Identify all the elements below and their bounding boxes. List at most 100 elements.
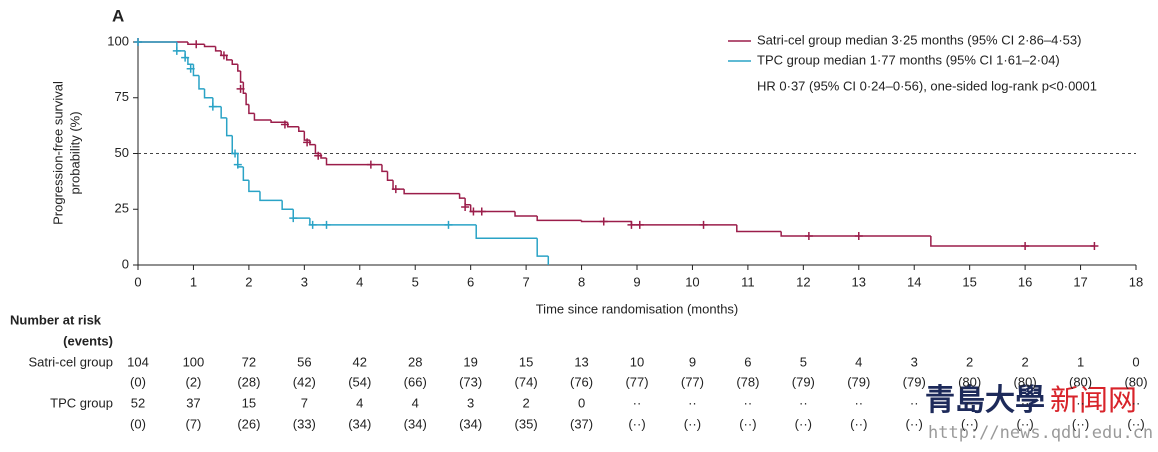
event-count: (··) bbox=[795, 416, 812, 431]
survival-step bbox=[536, 215, 582, 222]
risk-row-label: TPC group bbox=[50, 395, 113, 410]
survival-step bbox=[198, 75, 205, 90]
annotation: HR 0·37 (95% CI 0·24–0·56), one-sided lo… bbox=[757, 78, 1097, 93]
survival-step bbox=[458, 193, 466, 199]
survival-step bbox=[245, 93, 249, 106]
at-risk-count: 4 bbox=[855, 354, 862, 369]
event-count: (80) bbox=[958, 374, 981, 389]
at-risk-count: ·· bbox=[910, 395, 919, 410]
event-count: (54) bbox=[348, 374, 371, 389]
at-risk-count: 4 bbox=[356, 395, 363, 410]
event-count: (77) bbox=[625, 374, 648, 389]
event-count: (34) bbox=[348, 416, 371, 431]
x-tick-label: 10 bbox=[685, 274, 699, 289]
y-tick-label: 75 bbox=[115, 89, 129, 104]
at-risk-count: 19 bbox=[463, 354, 477, 369]
survival-step bbox=[203, 88, 213, 99]
censor-mark bbox=[804, 232, 813, 241]
censor-mark bbox=[699, 220, 708, 229]
at-risk-count: ·· bbox=[744, 395, 753, 410]
event-count: (··) bbox=[628, 416, 645, 431]
at-risk-count: 0 bbox=[1132, 354, 1139, 369]
at-risk-count: 28 bbox=[408, 354, 422, 369]
survival-step bbox=[286, 122, 299, 128]
at-risk-count: 42 bbox=[353, 354, 367, 369]
survival-step bbox=[386, 171, 394, 182]
censor-mark bbox=[236, 84, 245, 93]
at-risk-count: 52 bbox=[131, 395, 145, 410]
censor-mark bbox=[366, 160, 375, 169]
survival-step bbox=[392, 180, 405, 190]
watermark-name: 新闻网 bbox=[1050, 383, 1137, 417]
survival-step bbox=[281, 200, 294, 210]
at-risk-count: 72 bbox=[242, 354, 256, 369]
censor-mark bbox=[181, 53, 190, 62]
event-count: (0) bbox=[130, 416, 146, 431]
censor-mark bbox=[599, 217, 608, 226]
at-risk-count: 100 bbox=[183, 354, 205, 369]
x-tick-label: 13 bbox=[852, 274, 866, 289]
x-tick-label: 0 bbox=[134, 274, 141, 289]
censor-mark bbox=[289, 214, 298, 223]
censor-mark bbox=[172, 46, 181, 55]
survival-step bbox=[309, 218, 477, 226]
survival-step bbox=[253, 113, 272, 121]
x-tick-label: 11 bbox=[741, 274, 755, 289]
at-risk-count: 0 bbox=[578, 395, 585, 410]
censor-mark bbox=[186, 64, 195, 73]
event-count: (79) bbox=[847, 374, 870, 389]
at-risk-count: 1 bbox=[1077, 354, 1084, 369]
x-tick-label: 7 bbox=[522, 274, 529, 289]
panel-label: A bbox=[112, 6, 124, 25]
at-risk-count: 7 bbox=[301, 395, 308, 410]
x-tick-label: 14 bbox=[907, 274, 921, 289]
survival-step bbox=[930, 236, 1095, 247]
survival-step bbox=[325, 157, 382, 166]
event-count: (79) bbox=[792, 374, 815, 389]
survival-step bbox=[464, 198, 471, 206]
event-count: (··) bbox=[739, 416, 756, 431]
y-tick-label: 25 bbox=[115, 201, 129, 216]
event-count: (7) bbox=[185, 416, 201, 431]
at-risk-count: ·· bbox=[1021, 395, 1030, 410]
censor-mark bbox=[208, 102, 217, 111]
at-risk-count: 2 bbox=[1021, 354, 1028, 369]
at-risk-count: 10 bbox=[630, 354, 644, 369]
event-count: (79) bbox=[903, 374, 926, 389]
survival-step bbox=[248, 104, 255, 115]
censor-mark bbox=[1021, 242, 1030, 251]
at-risk-count: 15 bbox=[242, 395, 256, 410]
event-count: (26) bbox=[237, 416, 260, 431]
censor-mark bbox=[635, 220, 644, 229]
at-risk-count: 6 bbox=[744, 354, 751, 369]
event-count: (··) bbox=[1072, 416, 1089, 431]
survival-step bbox=[239, 70, 244, 83]
censor-mark bbox=[1090, 242, 1099, 251]
at-risk-count: ·· bbox=[965, 395, 974, 410]
censor-mark bbox=[854, 232, 863, 241]
y-axis-label-line: Progression-free survival bbox=[50, 81, 65, 225]
survival-step bbox=[381, 164, 388, 173]
at-risk-count: 3 bbox=[911, 354, 918, 369]
x-tick-label: 2 bbox=[245, 274, 252, 289]
event-count: (35) bbox=[515, 416, 538, 431]
x-tick-label: 16 bbox=[1018, 274, 1032, 289]
censor-mark bbox=[391, 185, 400, 194]
at-risk-count: ·· bbox=[633, 395, 642, 410]
censor-mark bbox=[477, 207, 486, 216]
event-count: (··) bbox=[850, 416, 867, 431]
survival-step bbox=[580, 220, 632, 223]
survival-step bbox=[780, 231, 931, 237]
x-tick-label: 8 bbox=[578, 274, 585, 289]
censor-mark bbox=[219, 51, 228, 60]
survival-step bbox=[214, 46, 222, 52]
at-risk-count: ·· bbox=[854, 395, 863, 410]
y-tick-label: 100 bbox=[107, 33, 129, 48]
censor-mark bbox=[192, 40, 201, 49]
x-tick-label: 12 bbox=[796, 274, 810, 289]
x-axis-label: Time since randomisation (months) bbox=[536, 301, 739, 316]
survival-step bbox=[248, 180, 260, 193]
legend-label: Satri-cel group median 3·25 months (95% … bbox=[757, 32, 1081, 47]
survival-step bbox=[536, 238, 549, 257]
